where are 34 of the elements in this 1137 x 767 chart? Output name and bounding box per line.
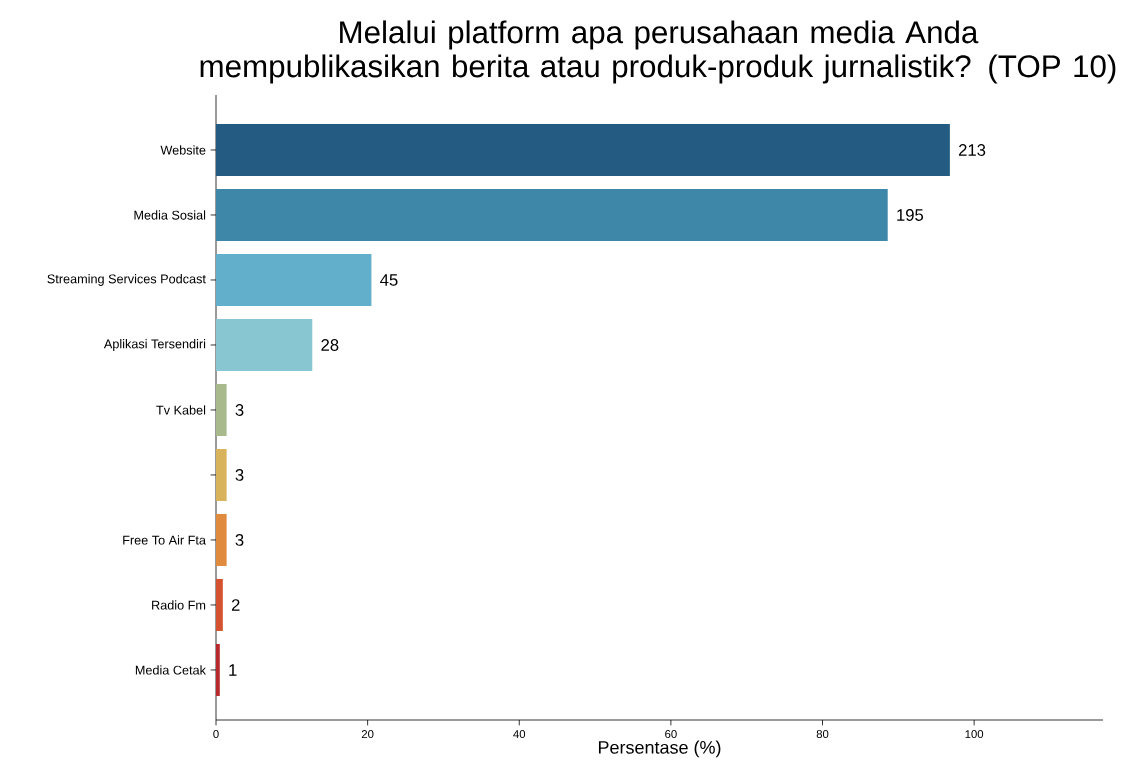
- bar: [216, 448, 227, 501]
- annotation: 3: [235, 404, 244, 416]
- y-tick-label: Media Cetak: [135, 665, 206, 675]
- y-tick-label: Streaming Services Podcast: [47, 274, 206, 286]
- annotation: 195: [897, 209, 924, 221]
- bar: [216, 513, 227, 566]
- x-tick-label: 100: [965, 730, 984, 739]
- annotation: 28: [321, 339, 339, 351]
- y-tick-label: Free To Air Fta: [123, 535, 206, 545]
- annotation: 2: [231, 599, 240, 611]
- y-tick-label: Media Sosial: [134, 210, 206, 220]
- bar: [216, 643, 220, 696]
- bar: [216, 188, 888, 241]
- y-tick-label: Aplikasi Tersendiri: [103, 339, 206, 351]
- x-tick-label: 0: [213, 730, 219, 739]
- bar: [216, 578, 223, 631]
- y-tick-label: Tv Kabel: [156, 405, 206, 415]
- bar: [216, 318, 313, 371]
- annotation: 3: [235, 534, 244, 546]
- annotation: 1: [229, 664, 237, 676]
- x-tick-label: 60: [665, 730, 677, 739]
- x-tick-label: 40: [513, 730, 526, 739]
- chart-title: Melalui platform apa perusahaan media Anda mempublikasikan berita atau produk-produk jurnalistik? (TOP 10): [200, 20, 1116, 84]
- bar: [216, 123, 950, 176]
- annotation: 213: [958, 144, 986, 156]
- y-tick-label: Radio Fm: [152, 600, 206, 610]
- x-tick-label: 20: [361, 730, 374, 739]
- bar: [216, 253, 372, 306]
- annotation: 3: [235, 469, 244, 481]
- annotation: 45: [380, 274, 398, 286]
- x-axis-title: Persentase (%): [598, 740, 721, 758]
- y-tick-label: Website: [160, 145, 206, 155]
- bar: [216, 383, 227, 436]
- x-tick-label: 80: [816, 730, 829, 739]
